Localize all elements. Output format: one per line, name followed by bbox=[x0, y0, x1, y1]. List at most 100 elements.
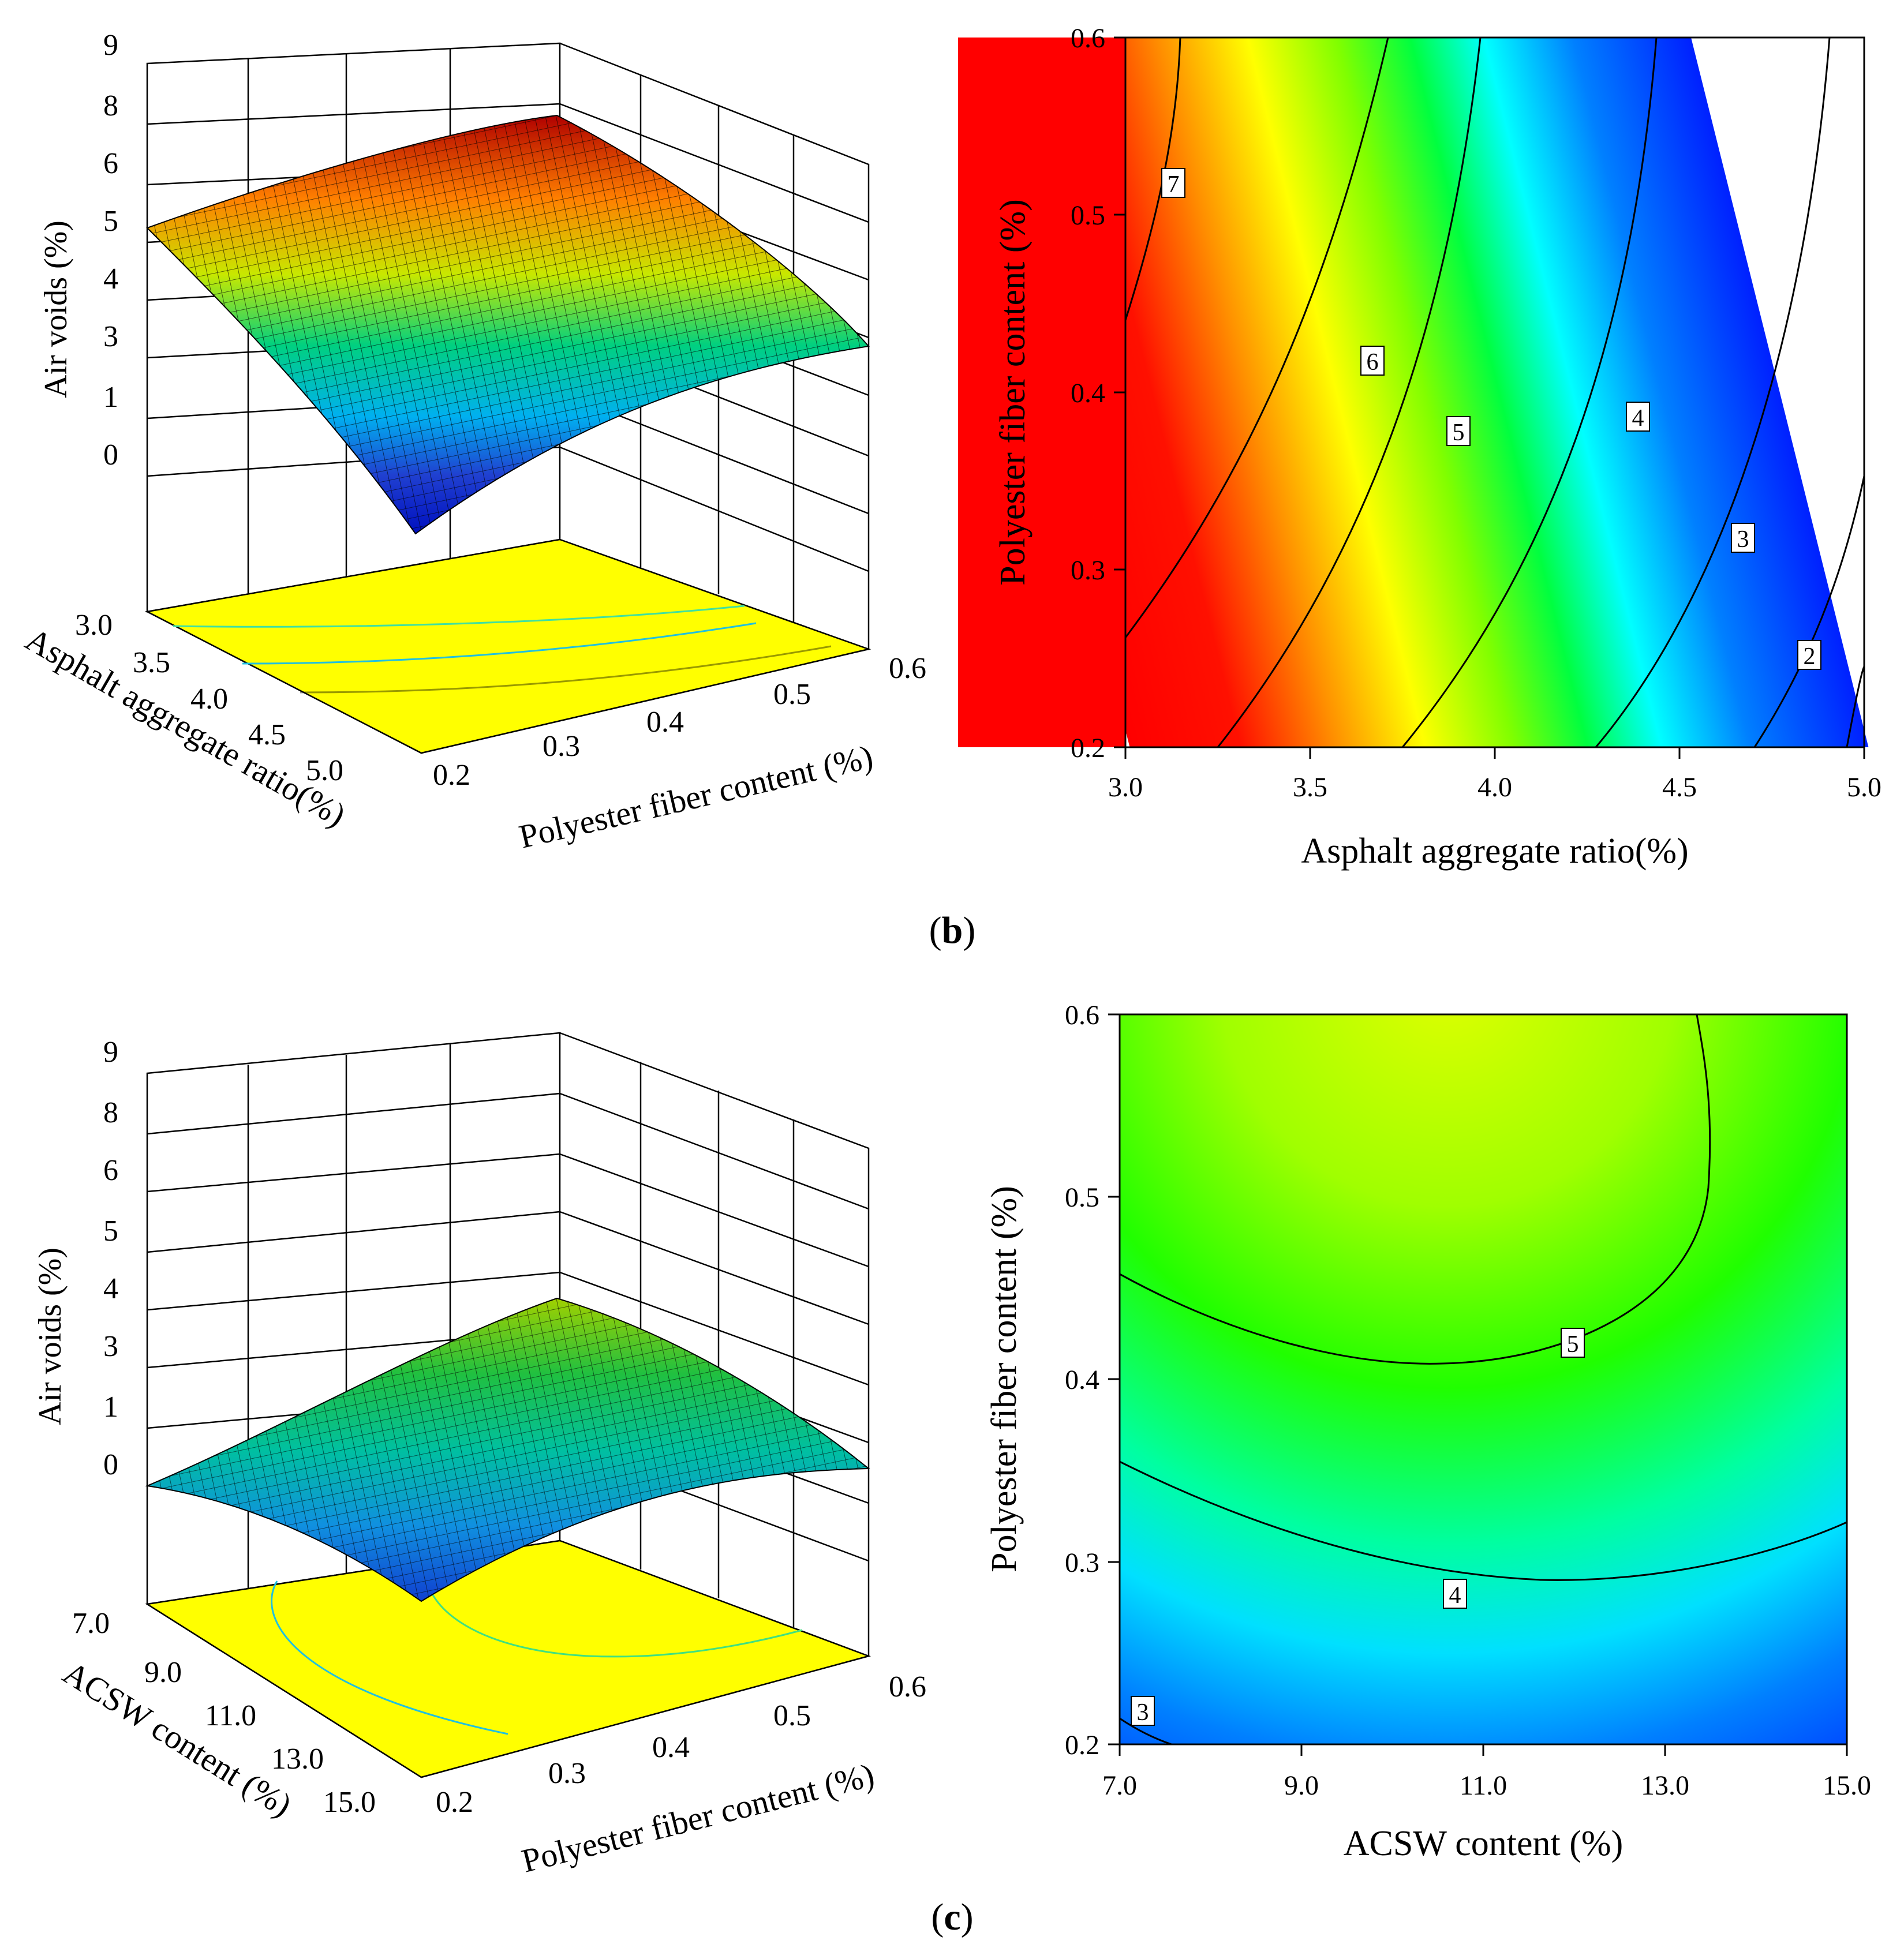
y-tick: 0.5 bbox=[773, 678, 811, 711]
svg-text:2: 2 bbox=[1804, 643, 1816, 670]
y-tick: 0.4 bbox=[652, 1731, 690, 1764]
x-tick: 4.5 bbox=[1662, 772, 1697, 803]
contour-label: 5 bbox=[1446, 416, 1471, 446]
x-tick: 15.0 bbox=[1823, 1770, 1871, 1801]
y-tick: 0.6 bbox=[889, 1670, 926, 1703]
y-tick: 0.3 bbox=[1071, 555, 1105, 586]
contour-label: 2 bbox=[1797, 640, 1821, 670]
x-axis-label: Asphalt aggregate ratio(%) bbox=[1301, 831, 1688, 871]
z-tick: 0 bbox=[103, 1448, 118, 1481]
z-tick: 5 bbox=[103, 1215, 118, 1248]
svg-text:3: 3 bbox=[1137, 1699, 1149, 1726]
y-tick: 0.4 bbox=[646, 706, 684, 739]
z-tick: 3 bbox=[103, 1330, 118, 1363]
x-tick-labels: 7.0 9.0 11.0 13.0 15.0 bbox=[1102, 1770, 1871, 1801]
y-tick-labels: 0.6 0.5 0.4 0.3 0.2 bbox=[1071, 23, 1105, 763]
z-tick: 6 bbox=[103, 147, 118, 180]
svg-text:4: 4 bbox=[1632, 405, 1644, 432]
plot-area bbox=[1119, 1013, 1848, 1746]
x-tick-labels: 3.0 3.5 4.0 4.5 5.0 bbox=[75, 609, 343, 787]
contour-label: 4 bbox=[1626, 402, 1650, 432]
svg-text:4: 4 bbox=[1449, 1582, 1461, 1609]
contour-label: 7 bbox=[1161, 168, 1185, 198]
z-tick: 4 bbox=[103, 263, 118, 295]
x-tick: 3.5 bbox=[133, 646, 170, 679]
y-tick: 0.3 bbox=[1065, 1548, 1099, 1578]
tick-marks bbox=[1108, 1013, 1848, 1756]
y-tick: 0.2 bbox=[433, 759, 470, 792]
z-tick-labels: 9 8 6 5 4 3 1 0 bbox=[103, 29, 118, 471]
z-tick-labels: 9 8 6 5 4 3 1 0 bbox=[103, 1036, 118, 1481]
contour-label: 5 bbox=[1561, 1328, 1585, 1358]
x-tick: 11.0 bbox=[205, 1699, 256, 1732]
z-axis-label: Air voids (%) bbox=[32, 1248, 68, 1425]
svg-text:6: 6 bbox=[1367, 349, 1379, 376]
x-tick: 4.0 bbox=[1477, 772, 1512, 803]
z-tick: 8 bbox=[103, 1096, 118, 1129]
x-tick: 4.0 bbox=[190, 683, 228, 716]
floor-contours bbox=[271, 1557, 803, 1735]
z-tick: 9 bbox=[103, 1036, 118, 1069]
y-tick: 0.4 bbox=[1071, 378, 1105, 409]
y-tick-labels: 0.2 0.3 0.4 0.5 0.6 bbox=[433, 652, 926, 792]
svg-text:5: 5 bbox=[1453, 419, 1465, 446]
x-tick: 9.0 bbox=[144, 1656, 182, 1689]
z-tick: 8 bbox=[103, 89, 118, 122]
svg-text:5: 5 bbox=[1567, 1331, 1579, 1358]
surface-plot-b: 9 8 6 5 4 3 1 0 Air voids (%) 3.0 3.5 4.… bbox=[20, 29, 927, 856]
y-tick: 0.3 bbox=[548, 1757, 586, 1790]
y-tick: 0.5 bbox=[773, 1699, 811, 1732]
contour-plot-c: 5 4 3 0.6 0.5 0.4 0.3 0.2 7.0 9.0 11.0 1… bbox=[985, 1000, 1871, 1863]
x-tick: 5.0 bbox=[1847, 772, 1881, 803]
floor-projection bbox=[145, 1540, 871, 1778]
x-tick: 4.5 bbox=[248, 718, 286, 751]
contour-label: 4 bbox=[1443, 1579, 1467, 1609]
y-tick: 0.2 bbox=[1071, 733, 1105, 763]
y-tick: 0.5 bbox=[1071, 200, 1105, 231]
svg-text:3: 3 bbox=[1737, 526, 1749, 553]
y-tick: 0.6 bbox=[1065, 1000, 1099, 1031]
y-axis-label: Polyester fiber content (%) bbox=[985, 1186, 1024, 1572]
y-tick: 0.5 bbox=[1065, 1182, 1099, 1213]
y-tick-labels: 0.6 0.5 0.4 0.3 0.2 bbox=[1065, 1000, 1099, 1761]
contour-lines bbox=[1124, 37, 1865, 748]
contour-label: 3 bbox=[1731, 523, 1755, 553]
z-tick: 0 bbox=[103, 439, 118, 471]
y-tick: 0.6 bbox=[889, 652, 926, 685]
floor-projection bbox=[145, 538, 871, 754]
z-tick: 3 bbox=[103, 320, 118, 353]
contour-labels: 7 6 5 4 3 2 bbox=[1161, 168, 1821, 670]
x-tick: 7.0 bbox=[1102, 1770, 1137, 1801]
z-tick: 9 bbox=[103, 29, 118, 62]
x-tick: 13.0 bbox=[271, 1743, 324, 1776]
z-tick: 5 bbox=[103, 205, 118, 238]
y-tick: 0.6 bbox=[1071, 23, 1105, 54]
y-tick: 0.2 bbox=[436, 1786, 473, 1819]
z-tick: 6 bbox=[103, 1154, 118, 1187]
x-tick: 5.0 bbox=[306, 754, 343, 787]
x-tick: 11.0 bbox=[1460, 1770, 1507, 1801]
z-tick: 1 bbox=[103, 1391, 118, 1424]
x-axis-label: ACSW content (%) bbox=[1344, 1824, 1623, 1863]
x-tick: 13.0 bbox=[1641, 1770, 1689, 1801]
tick-marks bbox=[1114, 36, 1865, 759]
contour-label: 6 bbox=[1360, 346, 1385, 376]
z-tick: 4 bbox=[103, 1272, 118, 1305]
y-tick: 0.2 bbox=[1065, 1730, 1099, 1761]
y-axis-label: Polyester fiber content (%) bbox=[993, 199, 1033, 586]
caption-c: (c) bbox=[931, 1896, 974, 1938]
surface-plot-c: 9 8 6 5 4 3 1 0 Air voids (%) 7.0 9.0 11… bbox=[32, 1032, 926, 1880]
contour-plot-b: 7 6 5 4 3 2 0.6 0.5 0.4 0.3 0.2 3.0 3.5 … bbox=[958, 23, 1881, 871]
floor-contours bbox=[173, 605, 832, 694]
x-tick: 7.0 bbox=[72, 1607, 110, 1640]
x-tick: 3.5 bbox=[1293, 772, 1327, 803]
y-tick: 0.3 bbox=[543, 730, 580, 763]
y-tick-labels: 0.2 0.3 0.4 0.5 0.6 bbox=[436, 1670, 926, 1819]
x-tick: 9.0 bbox=[1284, 1770, 1319, 1801]
contour-label: 3 bbox=[1131, 1696, 1155, 1726]
z-axis-label: Air voids (%) bbox=[38, 220, 74, 398]
z-tick: 1 bbox=[103, 381, 118, 414]
x-tick: 3.0 bbox=[1108, 772, 1143, 803]
x-tick: 3.0 bbox=[75, 609, 113, 642]
contour-labels: 5 4 3 bbox=[1131, 1328, 1585, 1726]
